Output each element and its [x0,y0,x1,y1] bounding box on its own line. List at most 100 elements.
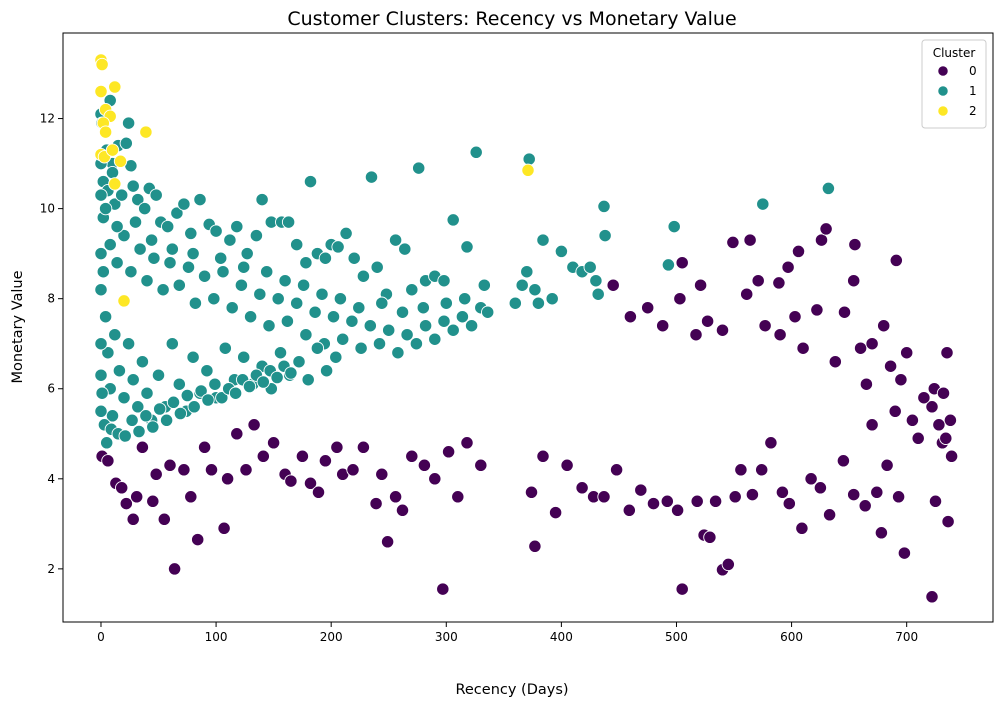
data-point [319,364,334,378]
data-point [670,503,685,517]
data-point [560,458,574,472]
data-point [597,490,611,504]
data-point [395,305,410,319]
data-point [270,370,284,385]
data-point [405,283,419,297]
data-point [315,287,329,301]
data-point [318,454,333,468]
data-point [531,296,546,310]
data-point [187,400,201,414]
data-point [103,237,117,252]
data-point [370,260,384,274]
data-point [225,301,239,315]
data-point [936,386,951,400]
data-point [690,494,704,508]
x-tick-label: 100 [205,630,228,644]
data-point [115,188,129,202]
data-point [197,440,212,454]
data-point [481,305,495,319]
data-point [296,278,311,292]
data-point [255,192,269,207]
data-point [94,404,108,418]
data-point [172,278,186,292]
data-point [791,244,806,259]
data-point [522,152,536,166]
data-point [223,233,237,247]
data-point [153,402,167,416]
data-point [900,346,914,360]
data-point [436,582,450,596]
data-point [105,165,120,180]
data-point [110,256,124,270]
data-point [819,222,833,236]
data-point [273,346,288,360]
data-point [939,431,953,445]
data-point [310,341,325,355]
data-point [853,341,868,355]
data-point [345,314,359,328]
data-point [299,328,313,342]
data-point [117,294,131,308]
data-point [281,215,296,229]
data-point [167,562,182,576]
data-point [689,328,703,342]
x-axis-title: Recency (Days) [455,682,568,698]
series-cluster-2 [94,53,535,308]
data-point [230,427,244,441]
data-point [372,337,387,351]
data-point [96,265,110,279]
data-point [673,292,687,306]
data-point [437,274,451,288]
data-point [775,485,790,499]
data-point [94,188,108,202]
data-point [234,278,249,292]
data-point [146,420,160,434]
data-point [133,242,147,256]
data-point [428,472,442,486]
data-point [781,260,795,274]
data-point [944,449,959,463]
data-point [609,463,624,477]
data-point [135,440,150,454]
data-point [515,278,529,292]
y-tick-label: 6 [47,382,55,396]
data-point [336,332,350,346]
data-point [181,260,196,274]
data-point [548,505,563,520]
data-point [417,458,432,472]
data-point [94,283,108,297]
data-point [230,219,244,234]
data-point [191,532,205,547]
data-point [173,406,188,421]
data-point [772,276,786,290]
data-point [170,206,184,220]
data-point [858,499,872,513]
data-point [105,409,120,423]
data-point [597,199,611,214]
data-point [331,240,345,254]
data-point [228,386,243,400]
data-point [172,377,186,391]
data-point [925,590,939,604]
data-point [352,301,366,315]
data-point [117,228,131,243]
data-point [606,278,620,292]
data-point [356,440,371,454]
data-point [925,400,939,414]
data-point [200,364,214,378]
data-point [545,292,559,306]
data-point [940,346,954,360]
data-point [755,463,769,477]
data-point [521,163,535,177]
data-point [217,521,231,535]
y-tick-label: 2 [47,562,55,576]
data-point [163,458,177,472]
data-point [194,384,208,398]
data-point [756,197,770,211]
data-point [214,251,228,265]
data-point [528,283,542,297]
data-point [204,463,219,477]
data-point [242,379,257,394]
data-point [124,265,138,279]
